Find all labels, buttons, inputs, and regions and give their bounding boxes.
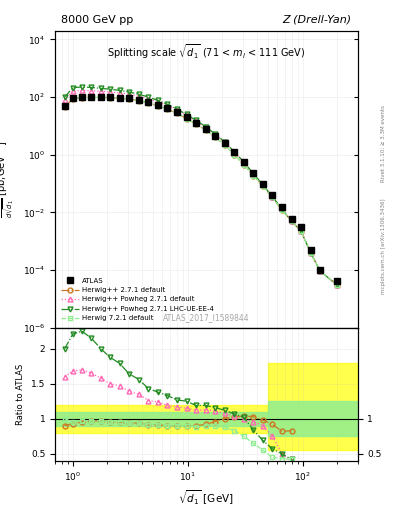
Text: mcplots.cern.ch [arXiv:1306.3436]: mcplots.cern.ch [arXiv:1306.3436] <box>381 198 386 293</box>
Y-axis label: Ratio to ATLAS: Ratio to ATLAS <box>17 364 26 425</box>
Legend: ATLAS, Herwig++ 2.7.1 default, Herwig++ Powheg 2.7.1 default, Herwig++ Powheg 2.: ATLAS, Herwig++ 2.7.1 default, Herwig++ … <box>59 275 217 324</box>
Text: Splitting scale $\sqrt{d_1}$ (71 < $m_l$ < 111 GeV): Splitting scale $\sqrt{d_1}$ (71 < $m_l$… <box>107 42 306 61</box>
Text: Z (Drell-Yan): Z (Drell-Yan) <box>283 15 352 25</box>
Text: 8000 GeV pp: 8000 GeV pp <box>61 15 133 25</box>
Y-axis label: $\frac{d\sigma}{d\sqrt{d_1}}$ [pb,GeV$^{-1}$]: $\frac{d\sigma}{d\sqrt{d_1}}$ [pb,GeV$^{… <box>0 140 17 218</box>
Text: ATLAS_2017_I1589844: ATLAS_2017_I1589844 <box>163 313 250 322</box>
Text: Rivet 3.1.10; ≥ 3.3M events: Rivet 3.1.10; ≥ 3.3M events <box>381 105 386 182</box>
X-axis label: $\sqrt{d_1}$ [GeV]: $\sqrt{d_1}$ [GeV] <box>178 488 234 507</box>
